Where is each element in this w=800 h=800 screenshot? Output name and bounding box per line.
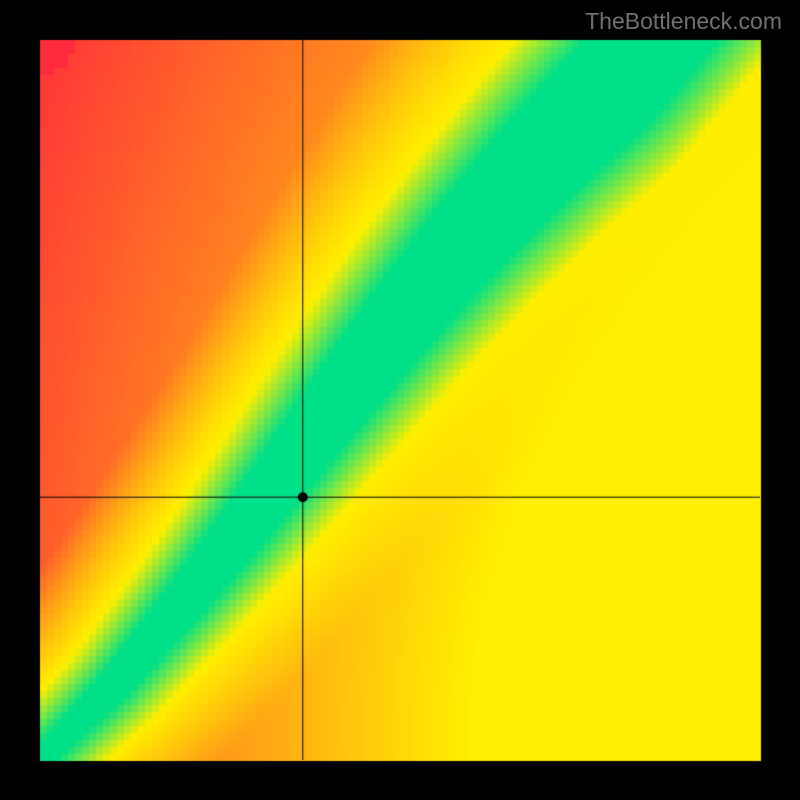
chart-container: TheBottleneck.com xyxy=(0,0,800,800)
watermark-text: TheBottleneck.com xyxy=(585,8,782,35)
heatmap-canvas xyxy=(0,0,800,800)
